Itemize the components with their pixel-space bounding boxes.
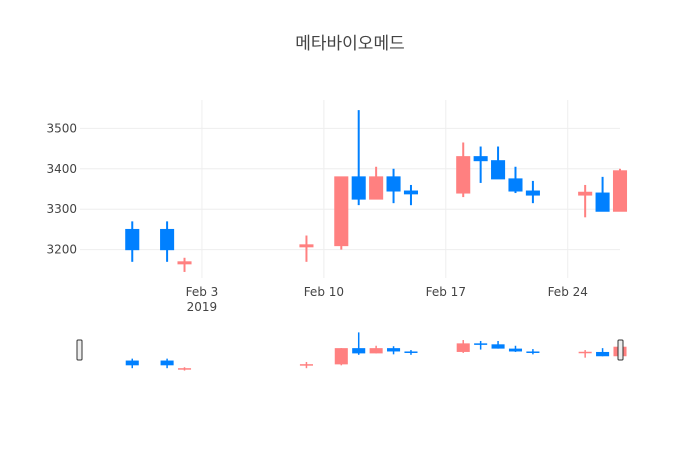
- x-tick-label: Feb 24: [548, 285, 588, 299]
- slider-candle: [352, 332, 366, 355]
- y-tick-label: 3400: [46, 162, 77, 176]
- candle-body: [160, 228, 175, 251]
- candle-body: [612, 170, 628, 212]
- candle-decreasing[interactable]: [508, 166, 523, 194]
- slider-candle-body: [387, 348, 401, 352]
- y-tick-label: 3300: [46, 202, 77, 216]
- slider-candle-body: [491, 344, 505, 349]
- range-slider-right-handle[interactable]: [617, 339, 624, 361]
- candle-body: [525, 190, 540, 196]
- candle-decreasing[interactable]: [351, 110, 366, 206]
- candle-body: [578, 191, 593, 196]
- candle-increasing[interactable]: [369, 166, 384, 200]
- slider-candle: [404, 350, 418, 355]
- slider-candle: [526, 349, 540, 355]
- x-tick-label: Feb 10: [304, 285, 344, 299]
- candle-increasing[interactable]: [612, 168, 628, 212]
- slider-candle: [508, 345, 523, 352]
- chart-title: 메타바이오메드: [295, 34, 404, 54]
- candle-body: [386, 176, 401, 192]
- candle-increasing[interactable]: [299, 235, 314, 262]
- candle-body: [334, 176, 349, 247]
- y-tick-label: 3500: [46, 121, 77, 135]
- slider-candle-body: [578, 351, 592, 354]
- slider-candle: [578, 350, 592, 358]
- x-tick-label: Feb 17: [426, 285, 466, 299]
- candle-body: [369, 176, 384, 200]
- candle-body: [125, 228, 140, 251]
- x-tick-label: Feb 3: [186, 285, 219, 299]
- slider-candle: [387, 346, 401, 355]
- slider-candle-body: [352, 348, 366, 354]
- candle-increasing[interactable]: [334, 176, 349, 250]
- candle-increasing[interactable]: [456, 142, 471, 198]
- candle-body: [177, 261, 192, 265]
- slider-candle-body: [369, 348, 383, 354]
- slider-candle: [474, 340, 488, 350]
- range-slider[interactable]: [76, 332, 627, 371]
- slider-candle-body: [299, 364, 313, 366]
- candle-decreasing[interactable]: [160, 221, 175, 262]
- candle-body: [473, 156, 488, 162]
- range-slider-left-handle[interactable]: [76, 339, 83, 361]
- slider-candle-body: [456, 343, 470, 352]
- candle-decreasing[interactable]: [386, 168, 401, 204]
- candle-body: [595, 192, 610, 212]
- slider-candle-body: [474, 343, 488, 345]
- candle-decreasing[interactable]: [125, 221, 140, 262]
- y-tick-label: 3200: [46, 243, 77, 257]
- slider-candle-body: [404, 351, 418, 353]
- candle-layer[interactable]: [125, 110, 628, 272]
- slider-candle: [125, 358, 139, 369]
- slider-candle: [456, 340, 470, 353]
- slider-candle: [177, 367, 192, 371]
- grid-layer: [80, 100, 620, 278]
- candle-body: [351, 176, 366, 200]
- slider-candle: [334, 348, 348, 366]
- slider-candle-body: [125, 360, 139, 366]
- slider-candle: [369, 345, 383, 354]
- candle-decreasing[interactable]: [403, 184, 419, 206]
- candle-body: [491, 160, 506, 180]
- candle-increasing[interactable]: [578, 184, 593, 218]
- slider-candle: [491, 340, 505, 349]
- candle-body: [456, 156, 471, 194]
- x-tick-sublabel: 2019: [187, 300, 218, 314]
- slider-candle: [299, 361, 313, 369]
- slider-candle-body: [177, 368, 192, 370]
- slider-candle-body: [334, 348, 348, 365]
- slider-candle-body: [596, 351, 610, 357]
- slider-candle-body: [526, 351, 540, 353]
- candle-decreasing[interactable]: [525, 180, 540, 204]
- candle-decreasing[interactable]: [491, 146, 506, 180]
- candle-body: [508, 178, 523, 192]
- candle-body: [299, 244, 314, 248]
- slider-candle-body: [508, 348, 523, 352]
- slider-candle: [160, 358, 174, 369]
- slider-candle: [596, 348, 610, 357]
- candle-decreasing[interactable]: [595, 176, 610, 212]
- candle-decreasing[interactable]: [473, 146, 488, 183]
- candle-increasing[interactable]: [177, 257, 192, 272]
- slider-candle-body: [160, 360, 174, 366]
- candle-body: [403, 190, 419, 195]
